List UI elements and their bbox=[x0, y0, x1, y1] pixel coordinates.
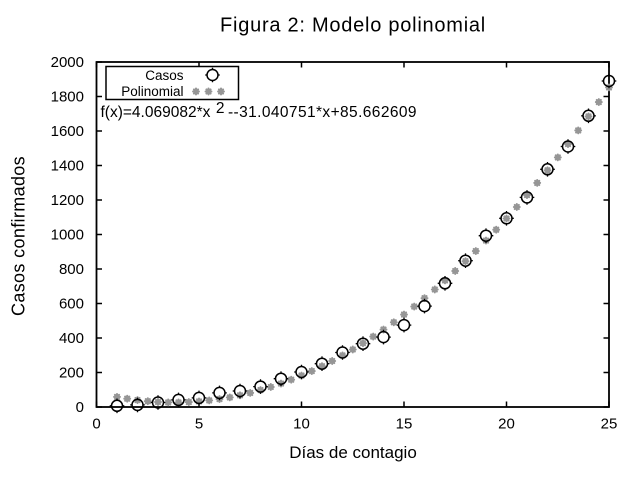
svg-text:1000: 1000 bbox=[51, 227, 84, 244]
svg-text:15: 15 bbox=[396, 416, 413, 433]
svg-text:Figura 2: Modelo polinomial: Figura 2: Modelo polinomial bbox=[220, 15, 486, 37]
svg-text:20: 20 bbox=[498, 416, 515, 433]
svg-text:0: 0 bbox=[92, 416, 100, 433]
svg-text:1200: 1200 bbox=[51, 192, 84, 209]
svg-text:10: 10 bbox=[293, 416, 310, 433]
svg-text:0: 0 bbox=[76, 399, 84, 416]
svg-text:1400: 1400 bbox=[51, 158, 84, 175]
svg-text:Polinomial: Polinomial bbox=[121, 84, 183, 99]
svg-text:1600: 1600 bbox=[51, 123, 84, 140]
svg-text:Días de contagio: Días de contagio bbox=[289, 443, 417, 462]
svg-text:Casos: Casos bbox=[145, 68, 184, 83]
svg-text:Casos confirmados: Casos confirmados bbox=[9, 156, 29, 316]
svg-text:2000: 2000 bbox=[51, 54, 84, 71]
svg-text:200: 200 bbox=[59, 365, 84, 382]
svg-text:25: 25 bbox=[601, 416, 618, 433]
svg-text:1800: 1800 bbox=[51, 89, 84, 106]
svg-text:600: 600 bbox=[59, 296, 84, 313]
svg-text:400: 400 bbox=[59, 330, 84, 347]
svg-text:5: 5 bbox=[195, 416, 203, 433]
svg-text:800: 800 bbox=[59, 261, 84, 278]
svg-text:f(x)=4.069082*x2--31.040751*x+: f(x)=4.069082*x 2 --31.040751*x+85.662609 bbox=[101, 100, 417, 121]
